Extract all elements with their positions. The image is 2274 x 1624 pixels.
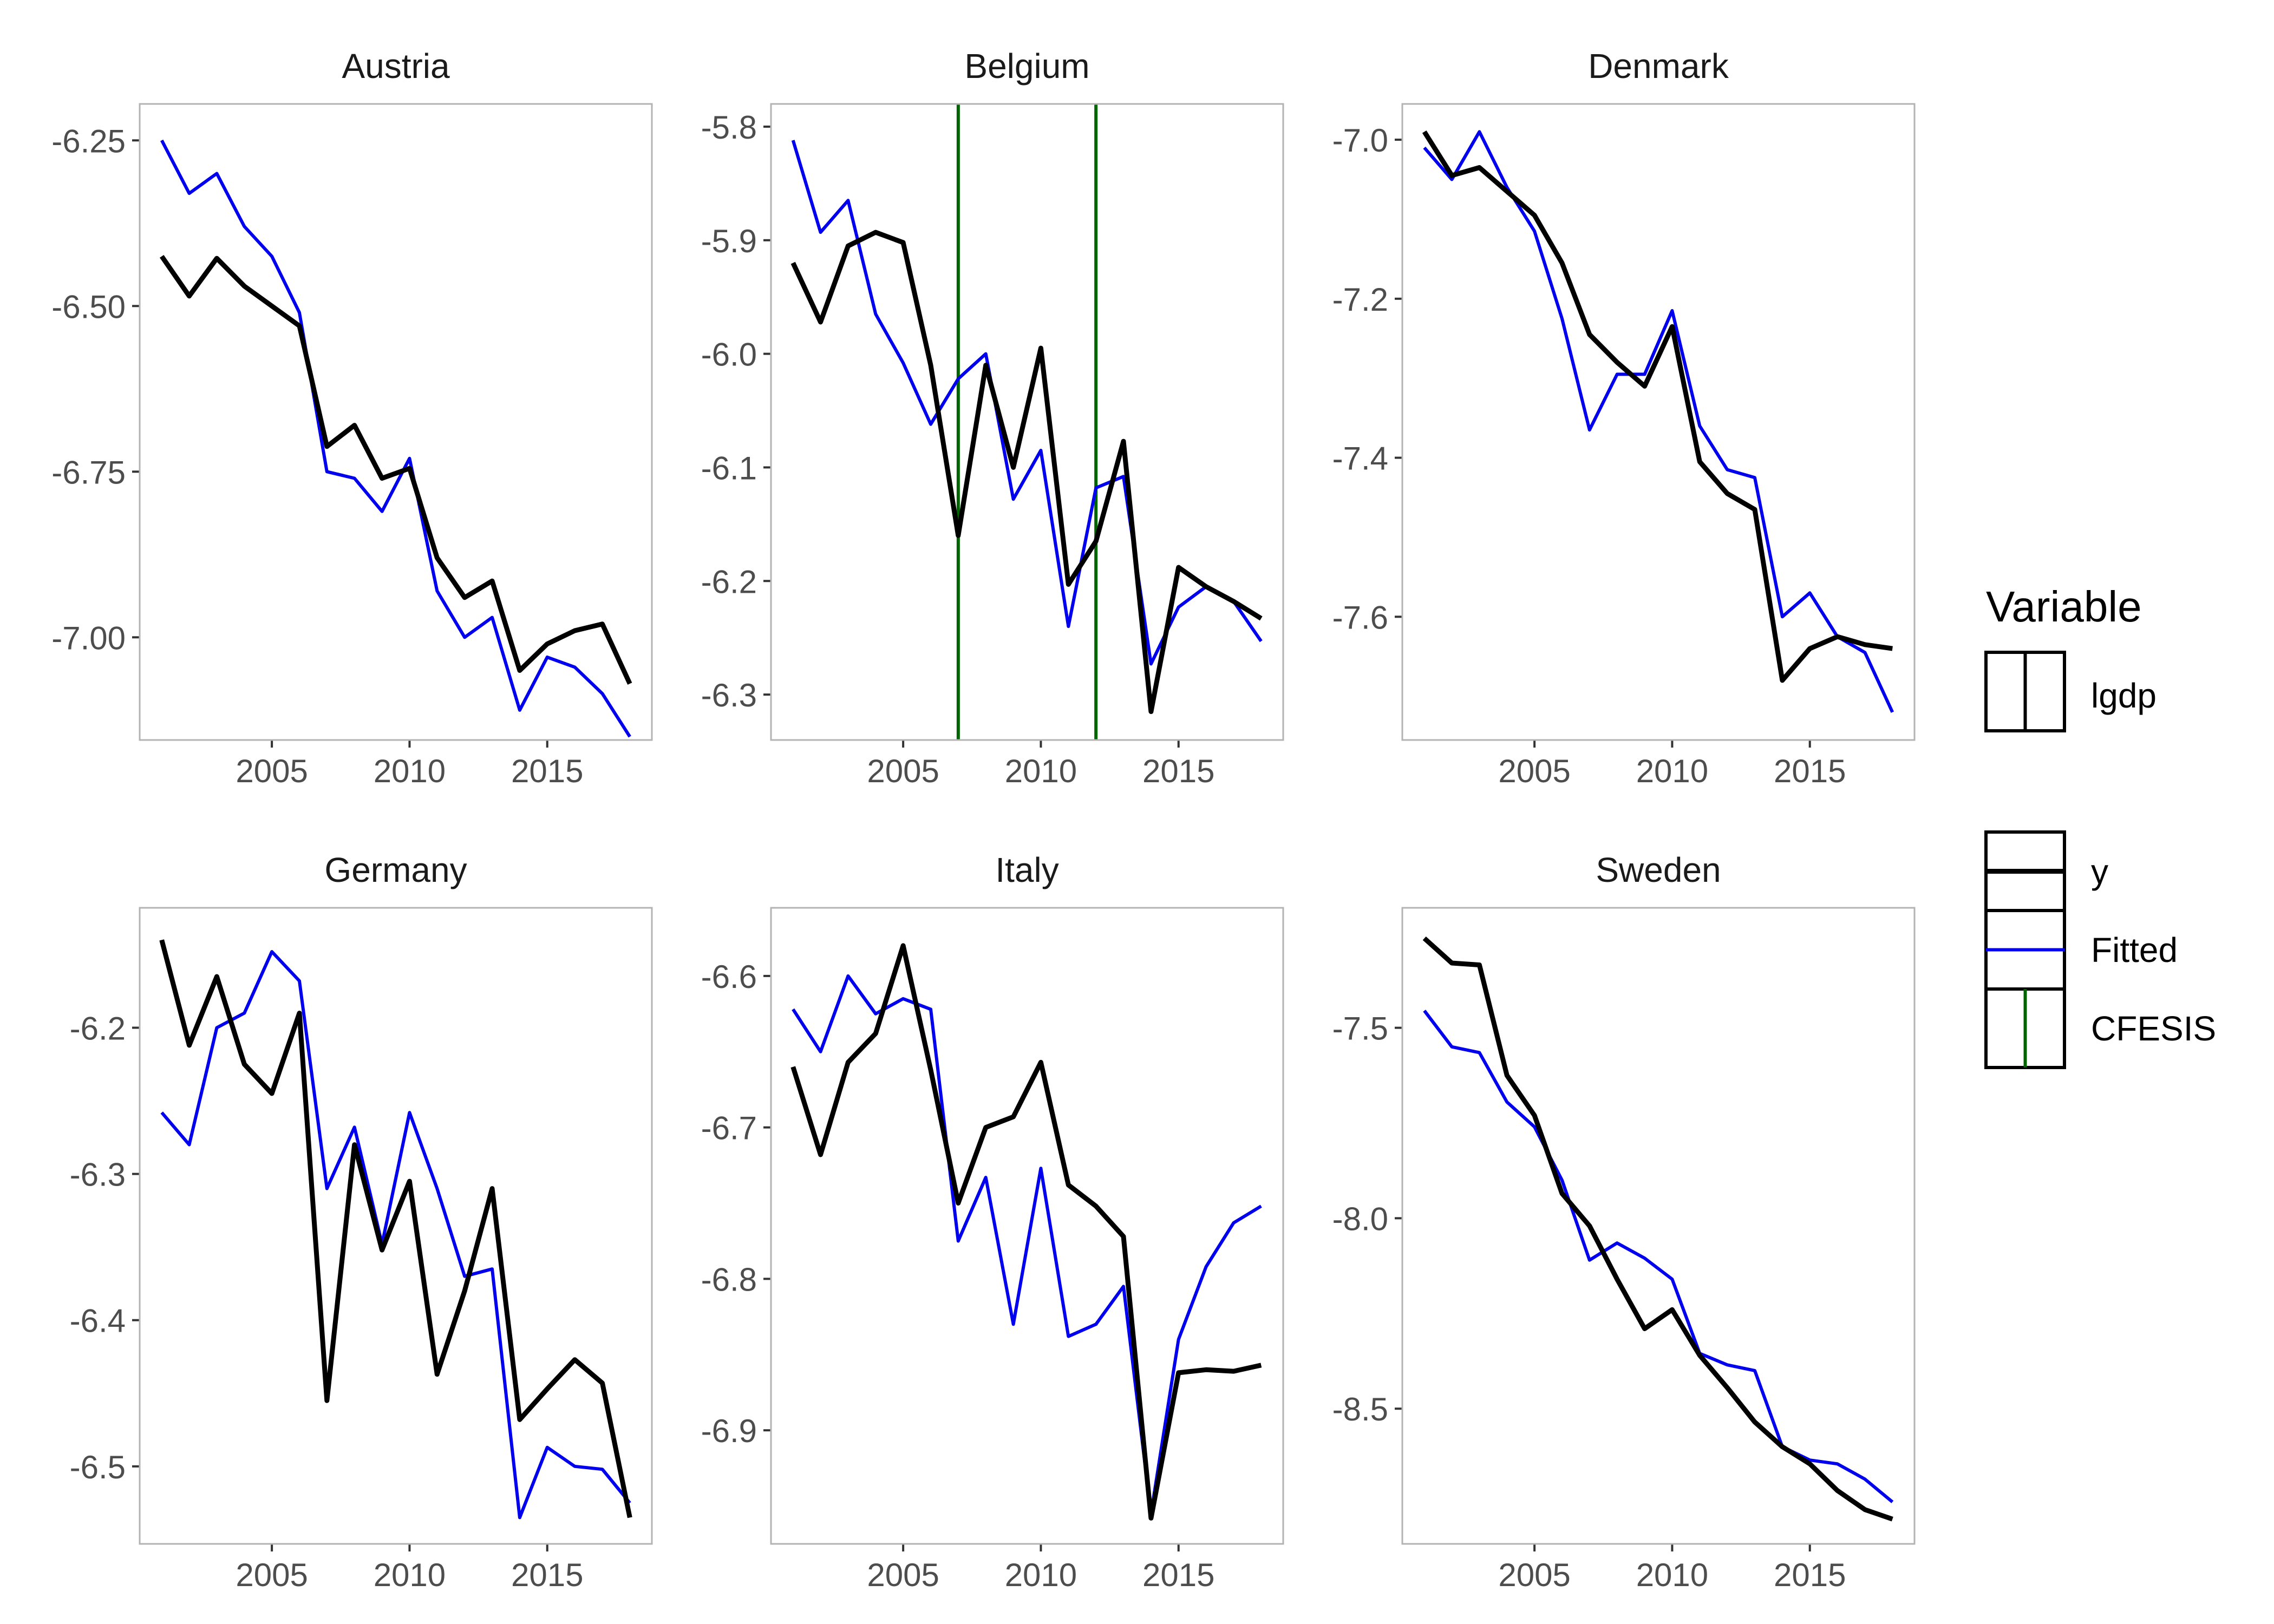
y-tick-label-italy: -6.8 — [701, 1261, 757, 1298]
y-tick-label-belgium: -6.2 — [701, 564, 757, 600]
panel-sweden: Sweden -7.5 -8.0 -8.5 2005 2010 2015 — [1332, 850, 1916, 1593]
panel-title-sweden: Sweden — [1596, 850, 1721, 889]
panel-title-germany: Germany — [324, 850, 467, 889]
x-tick-label-austria: 2015 — [511, 753, 583, 789]
series-line-y-austria — [159, 254, 632, 685]
panel-border-germany — [139, 907, 653, 1545]
panel-border-sweden — [1401, 907, 1916, 1545]
y-tick-label-belgium: -5.9 — [701, 223, 757, 259]
panel-germany: Germany -6.2 -6.3 -6.4 -6.5 2005 2010 2015 — [70, 850, 653, 1593]
y-tick-label-denmark: -7.4 — [1332, 441, 1388, 477]
panel-austria: Austria -6.25 -6.50 -6.75 -7.00 2005 2010 2015 — [51, 47, 653, 789]
legend-key-cfesis — [1984, 987, 2066, 1069]
legend-label-lgdp: lgdp — [2091, 676, 2157, 715]
series-line-fitted-sweden — [1423, 1010, 1894, 1503]
series-line-fitted-belgium — [791, 140, 1263, 666]
legend-key-lgdp — [1984, 651, 2066, 732]
series-line-y-denmark — [1422, 130, 1893, 683]
y-tick-label-austria: -6.50 — [51, 289, 126, 325]
x-tick-label-italy: 2015 — [1142, 1557, 1214, 1593]
series-line-fitted-germany — [160, 950, 631, 1520]
x-tick-label-denmark: 2015 — [1774, 753, 1846, 789]
x-tick-label-belgium: 2005 — [867, 753, 939, 789]
y-tick-label-belgium: -6.3 — [701, 677, 757, 713]
plot-area-italy — [790, 943, 1262, 1521]
series-line-fitted-denmark — [1423, 130, 1894, 713]
x-tick-label-italy: 2005 — [867, 1557, 939, 1593]
panel-title-italy: Italy — [995, 850, 1058, 889]
panel-background-denmark — [1402, 104, 1914, 740]
legend-label-fitted: Fitted — [2091, 931, 2178, 970]
legend-label-y: y — [2091, 852, 2108, 891]
x-tick-label-sweden: 2015 — [1774, 1557, 1846, 1593]
x-tick-label-sweden: 2010 — [1636, 1557, 1708, 1593]
x-tick-label-germany: 2005 — [236, 1557, 308, 1593]
y-tick-label-italy: -6.9 — [701, 1413, 757, 1449]
y-tick-label-sweden: -8.0 — [1332, 1201, 1388, 1237]
legend: Variable lgdp y Fitted CFESIS — [1984, 582, 2216, 1069]
x-tick-label-denmark: 2005 — [1498, 753, 1570, 789]
plot-area-germany — [159, 939, 632, 1520]
x-tick-label-austria: 2005 — [236, 753, 308, 789]
y-tick-label-germany: -6.2 — [70, 1010, 126, 1046]
x-tick-label-denmark: 2010 — [1636, 753, 1708, 789]
y-tick-label-italy: -6.7 — [701, 1110, 757, 1147]
x-tick-label-belgium: 2015 — [1142, 753, 1214, 789]
series-line-fitted-italy — [792, 974, 1262, 1515]
y-tick-label-italy: -6.6 — [701, 959, 757, 995]
series-line-y-germany — [159, 939, 632, 1518]
y-tick-label-germany: -6.5 — [70, 1449, 126, 1485]
panel-background-sweden — [1402, 908, 1914, 1544]
panel-italy: Italy -6.6 -6.7 -6.8 -6.9 2005 2010 2015 — [701, 850, 1284, 1593]
x-tick-label-austria: 2010 — [374, 753, 446, 789]
x-tick-label-italy: 2010 — [1005, 1557, 1077, 1593]
panel-belgium: Belgium -5.8 -5.9 -6.0 -6.1 -6.2 -6.3 2005 2010 2… — [701, 47, 1284, 789]
panel-background-italy — [771, 908, 1283, 1544]
panel-border-denmark — [1401, 103, 1916, 741]
y-tick-label-denmark: -7.6 — [1332, 599, 1388, 636]
y-tick-label-germany: -6.4 — [70, 1303, 126, 1339]
legend-title: Variable — [1986, 582, 2142, 631]
plot-area-denmark — [1422, 130, 1894, 713]
x-tick-label-sweden: 2005 — [1498, 1557, 1570, 1593]
panel-background-austria — [140, 104, 652, 740]
y-tick-label-denmark: -7.2 — [1332, 281, 1388, 318]
legend-label-cfesis: CFESIS — [2091, 1009, 2216, 1048]
y-tick-label-germany: -6.3 — [70, 1157, 126, 1193]
panel-border-italy — [770, 907, 1284, 1545]
series-line-y-belgium — [790, 230, 1263, 714]
y-tick-label-austria: -6.75 — [51, 454, 126, 490]
x-tick-label-belgium: 2010 — [1005, 753, 1077, 789]
legend-key-y — [1984, 830, 2066, 912]
x-tick-label-germany: 2010 — [374, 1557, 446, 1593]
panel-background-belgium — [771, 104, 1283, 740]
y-tick-label-denmark: -7.0 — [1332, 122, 1388, 159]
legend-key-fitted — [1984, 909, 2066, 991]
panel-background-germany — [140, 908, 652, 1544]
series-line-y-italy — [790, 943, 1262, 1521]
series-line-fitted-austria — [160, 139, 631, 738]
plot-area-sweden — [1422, 936, 1894, 1522]
plot-area-austria — [159, 139, 632, 738]
panel-denmark: Denmark -7.0 -7.2 -7.4 -7.6 2005 2010 2015 — [1332, 47, 1916, 789]
panel-border-belgium — [770, 103, 1284, 741]
panel-border-austria — [139, 103, 653, 741]
x-tick-label-germany: 2015 — [511, 1557, 583, 1593]
y-tick-label-belgium: -6.0 — [701, 337, 757, 373]
y-tick-label-belgium: -6.1 — [701, 450, 757, 486]
y-tick-label-belgium: -5.8 — [701, 109, 757, 146]
panel-title-austria: Austria — [342, 47, 450, 86]
y-tick-label-sweden: -8.5 — [1332, 1391, 1388, 1427]
panel-title-denmark: Denmark — [1588, 47, 1729, 86]
plot-area-belgium — [790, 104, 1263, 740]
y-tick-label-austria: -6.25 — [51, 123, 126, 159]
y-tick-label-austria: -7.00 — [51, 620, 126, 656]
y-tick-label-sweden: -7.5 — [1332, 1011, 1388, 1047]
series-line-y-sweden — [1422, 936, 1893, 1522]
panel-title-belgium: Belgium — [964, 47, 1089, 86]
